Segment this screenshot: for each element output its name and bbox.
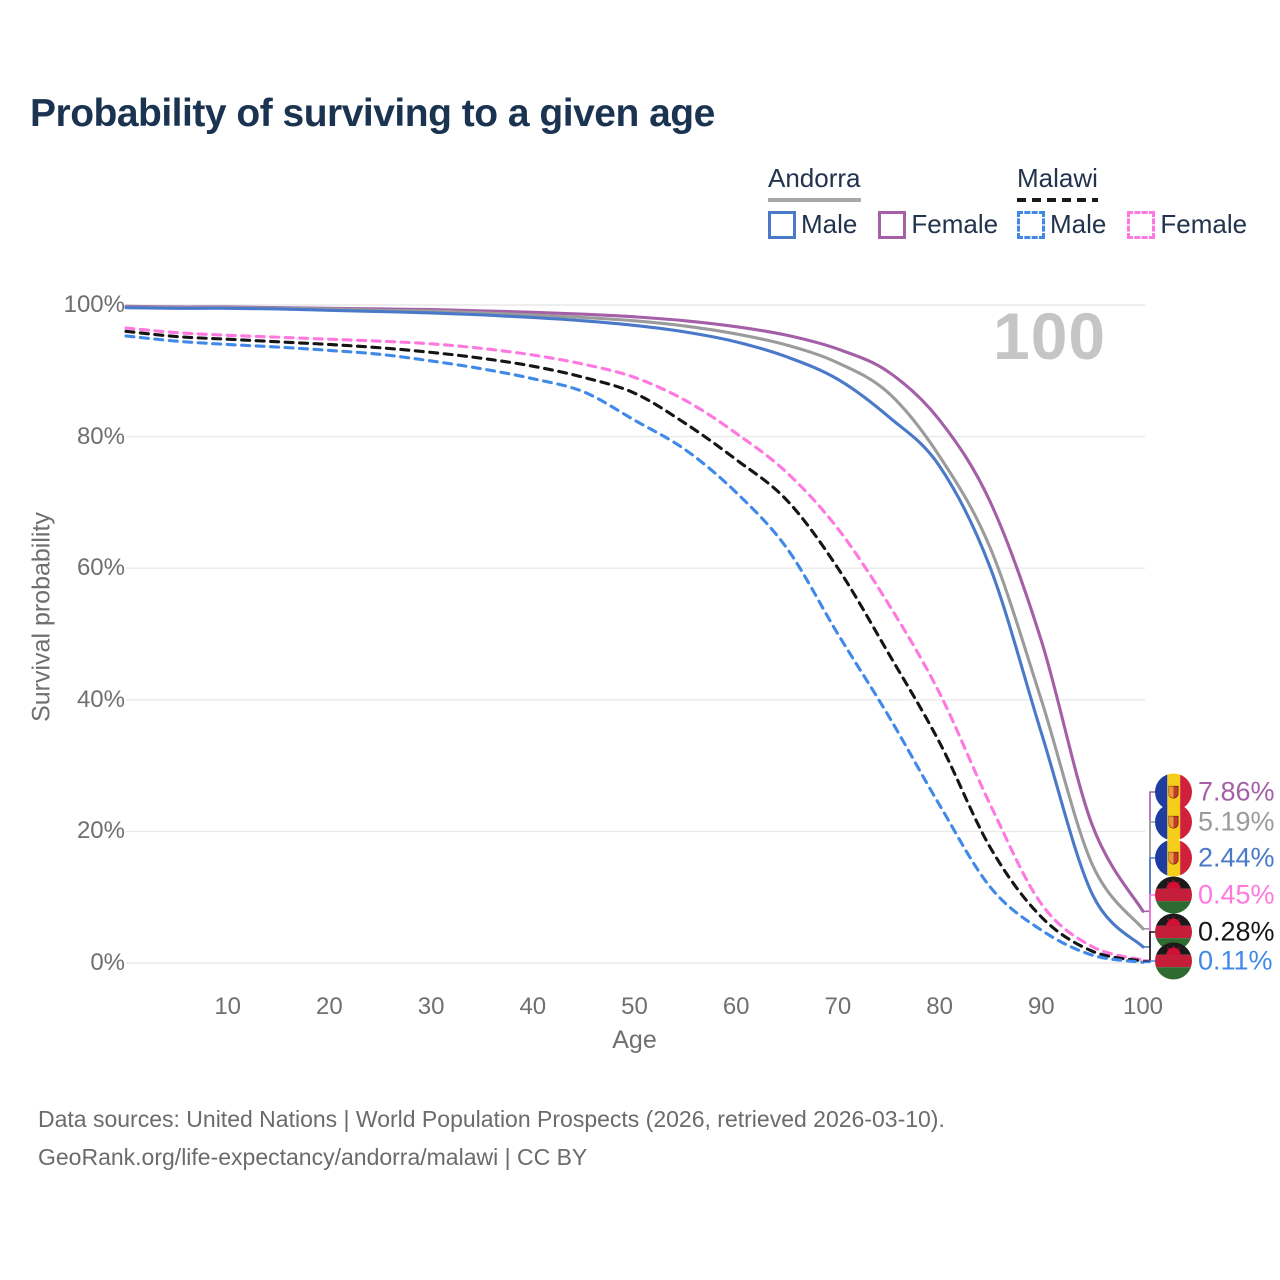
legend-group-malawi: Malawi Male Female: [1017, 163, 1247, 240]
y-tick-100: 100%: [63, 291, 125, 318]
x-tick-90: 90: [1027, 993, 1055, 1020]
attribution-line: GeoRank.org/life-expectancy/andorra/mala…: [38, 1144, 588, 1170]
end-value: 5.19%: [1198, 806, 1275, 837]
legend-items: Male Female: [768, 209, 998, 240]
end-label-malawi-female[interactable]: 0.45%: [1155, 876, 1275, 914]
legend-group-andorra: Andorra Male Female: [768, 163, 998, 240]
x-tick-70: 70: [824, 993, 852, 1020]
legend-item-label: Female: [1160, 209, 1248, 239]
end-label-malawi-male[interactable]: 0.11%: [1155, 942, 1273, 980]
end-label-andorra-both-sexes[interactable]: 5.19%: [1155, 803, 1275, 841]
malawi-flag-icon: [1155, 876, 1192, 914]
end-connector-malawi-female: [1143, 894, 1156, 961]
y-tick-80: 80%: [76, 422, 125, 450]
x-tick-30: 30: [417, 993, 445, 1020]
curve-andorra-male[interactable]: [124, 306, 1145, 949]
end-value: 0.45%: [1198, 879, 1275, 910]
y-tick-20: 20%: [76, 817, 125, 845]
legend-item-andorra-female[interactable]: Female: [878, 209, 998, 240]
legend-country-label[interactable]: Malawi: [1017, 163, 1098, 193]
legend-item-malawi-male[interactable]: Male: [1017, 209, 1106, 240]
end-connector-malawi-both-sexes: [1143, 931, 1156, 962]
end-label-andorra-female[interactable]: 7.86%: [1155, 773, 1275, 811]
x-tick-20: 20: [316, 993, 343, 1020]
malawi-flag-icon: [1155, 942, 1192, 980]
legend-items: Male Female: [1017, 209, 1247, 240]
legend-item-label: Male: [801, 209, 858, 239]
end-value: 2.44%: [1198, 842, 1275, 873]
x-tick-50: 50: [621, 993, 648, 1020]
x-tick-80: 80: [926, 993, 953, 1020]
legend-solid-rule: [768, 198, 861, 202]
legend-swatch-dashed: [1017, 210, 1045, 239]
curve-malawi-both-sexes[interactable]: [124, 329, 1145, 963]
data-source-line: Data sources: United Nations | World Pop…: [38, 1106, 945, 1132]
page-title: Probability of surviving to a given age: [30, 92, 715, 135]
x-tick-100: 100: [1122, 993, 1164, 1020]
legend-item-andorra-male[interactable]: Male: [768, 209, 857, 240]
age-watermark: 100: [993, 299, 1107, 373]
legend-item-malawi-female[interactable]: Female: [1127, 209, 1247, 240]
x-tick-60: 60: [722, 993, 750, 1020]
curve-andorra-female[interactable]: [124, 304, 1145, 913]
legend-item-label: Male: [1050, 209, 1107, 239]
andorra-flag-icon: [1155, 773, 1192, 811]
end-label-andorra-male[interactable]: 2.44%: [1155, 839, 1275, 877]
legend-swatch-dashed: [1127, 210, 1156, 239]
y-tick-40: 40%: [76, 685, 125, 713]
legend-swatch-solid: [878, 210, 907, 239]
curve-andorra-both-sexes[interactable]: [124, 305, 1145, 931]
end-value: 7.86%: [1198, 776, 1275, 807]
legend-country-label[interactable]: Andorra: [768, 163, 861, 193]
curve-malawi-male[interactable]: [124, 334, 1145, 964]
y-tick-0: 0%: [90, 949, 125, 976]
x-tick-40: 40: [519, 993, 547, 1020]
andorra-flag-icon: [1155, 803, 1192, 841]
curve-malawi-female[interactable]: [124, 326, 1145, 962]
x-tick-10: 10: [214, 993, 242, 1020]
x-axis-title: Age: [612, 1026, 657, 1054]
andorra-flag-icon: [1155, 839, 1192, 877]
legend-swatch-solid: [768, 210, 796, 239]
end-value: 0.11%: [1198, 945, 1273, 976]
end-connector-malawi-male: [1143, 960, 1156, 964]
legend-item-label: Female: [911, 209, 999, 239]
y-axis-title: Survival probability: [27, 512, 56, 722]
end-value: 0.28%: [1198, 916, 1275, 947]
y-tick-60: 60%: [76, 554, 125, 582]
legend-dashed-rule: [1017, 198, 1098, 202]
